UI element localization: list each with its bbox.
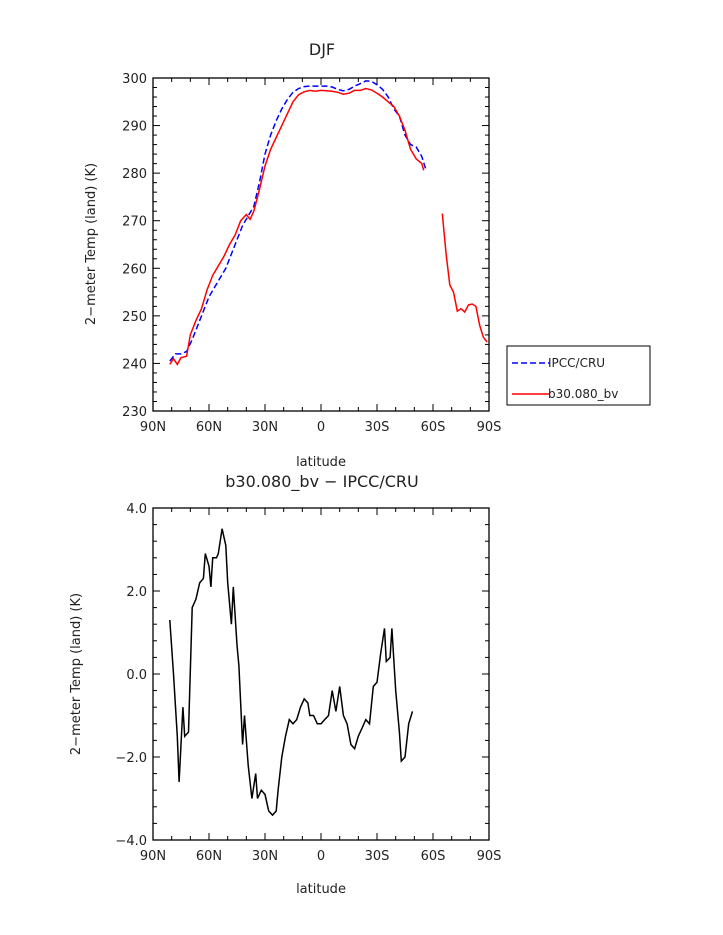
- top-y-tick-label: 240: [122, 357, 147, 372]
- bottom-x-tick-label: 0: [317, 849, 325, 864]
- top-x-tick-label: 60S: [421, 420, 446, 435]
- bottom-x-tick-label: 30N: [252, 849, 278, 864]
- top-legend: IPCC/CRU b30.080_bv: [506, 345, 651, 406]
- top-plot-frame: [152, 77, 490, 412]
- legend-label-model: b30.080_bv: [548, 387, 618, 401]
- legend-label-ipcc: IPCC/CRU: [548, 356, 605, 370]
- bottom-x-tick-label: 60N: [196, 849, 222, 864]
- bottom-x-tick-label: 30S: [365, 849, 390, 864]
- top-y-axis-label: 2−meter Temp (land) (K): [84, 163, 99, 325]
- top-series-line-b30-080-bv-seg1: [441, 213, 488, 343]
- bottom-x-axis-label: latitude: [296, 882, 346, 897]
- top-y-tick-label: 280: [122, 167, 147, 182]
- top-x-tick-label: 0: [317, 420, 325, 435]
- top-y-tick-label: 270: [122, 215, 147, 230]
- top-x-tick-label: 90N: [140, 420, 166, 435]
- bottom-plot-frame: [152, 507, 490, 841]
- bottom-x-tick-label: 90S: [477, 849, 502, 864]
- bottom-x-tick-label: 60S: [421, 849, 446, 864]
- top-x-tick-label: 60N: [196, 420, 222, 435]
- bottom-y-tick-label: −2.0: [115, 751, 147, 766]
- legend-box: [506, 345, 651, 406]
- bottom-y-tick-label: 2.0: [126, 585, 147, 600]
- top-y-tick-label: 250: [122, 310, 147, 325]
- bottom-panel: b30.080_bv − IPCC/CRU 90N 60N 30N 0 30S 60S 90…: [69, 472, 501, 897]
- top-x-tick-label: 30S: [365, 420, 390, 435]
- top-x-axis-label: latitude: [296, 455, 346, 470]
- top-y-tick-label: 230: [122, 405, 147, 420]
- top-x-tick-label: 90S: [477, 420, 502, 435]
- top-x-tick-label: 30N: [252, 420, 278, 435]
- bottom-chart-title: b30.080_bv − IPCC/CRU: [225, 472, 418, 492]
- top-y-tick-label: 290: [122, 120, 147, 135]
- bottom-y-tick-label: 4.0: [126, 502, 147, 517]
- top-y-tick-label: 260: [122, 262, 147, 277]
- top-series-line-b30-080-bv-seg0: [169, 87, 425, 366]
- top-panel: DJF 90N 60N 30N 0 30S 60S 90S 230 240 250 260 270 28…: [84, 40, 651, 470]
- bottom-series-line-difference-seg0: [169, 528, 414, 817]
- bottom-y-tick-label: −4.0: [115, 834, 147, 849]
- top-chart-title: DJF: [309, 40, 335, 59]
- bottom-x-tick-label: 90N: [140, 849, 166, 864]
- top-series-line-ipcc-cru-seg0: [169, 80, 427, 362]
- bottom-y-tick-label: 0.0: [126, 668, 147, 683]
- top-y-tick-label: 300: [122, 72, 147, 87]
- bottom-y-axis-label: 2−meter Temp (land) (K): [69, 593, 84, 755]
